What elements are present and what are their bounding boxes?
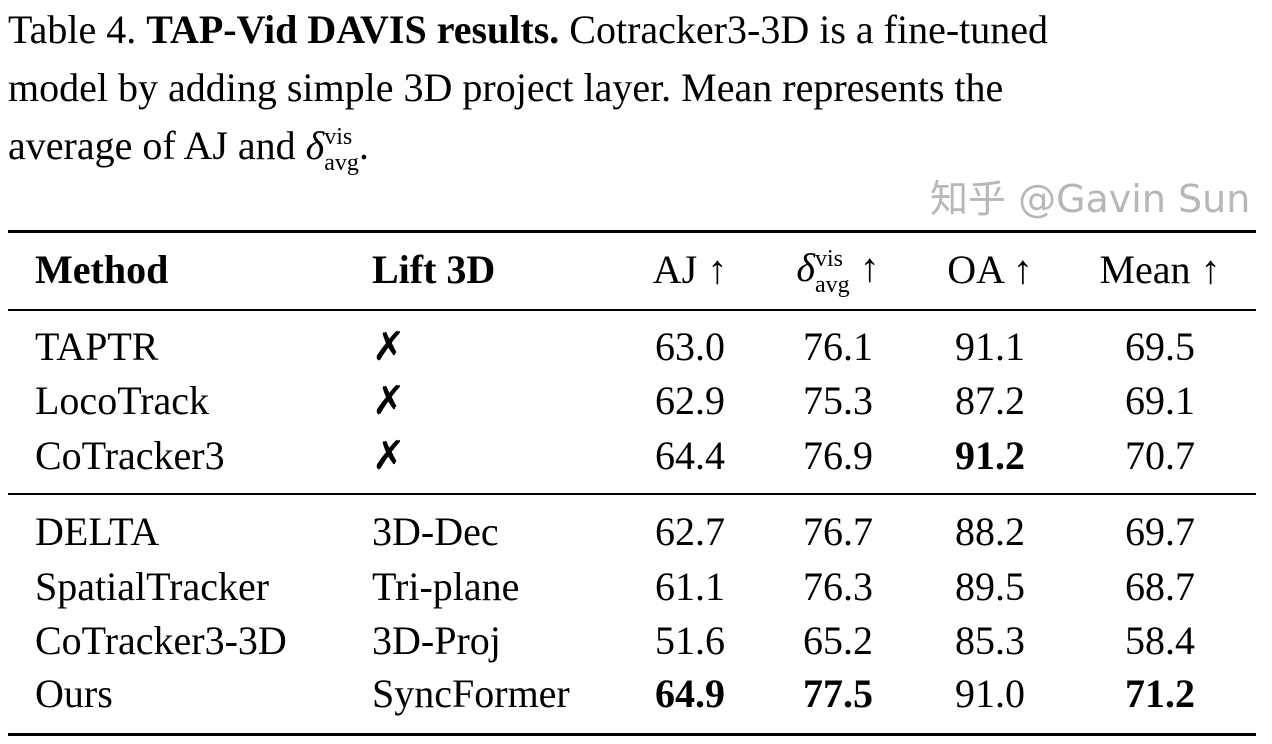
caption-line-3: average of AJ and δ vis avg. bbox=[8, 117, 369, 176]
cell-lift: Tri-plane bbox=[372, 564, 520, 609]
delta-symbol: δ bbox=[796, 245, 815, 290]
cell-delta: 77.5 bbox=[803, 671, 873, 716]
cell-lift: ✗ bbox=[372, 324, 406, 370]
delta-scripts: vis avg bbox=[815, 246, 850, 298]
header-delta: δ vis avg ↑ bbox=[796, 243, 879, 298]
cell-method: SpatialTracker bbox=[35, 564, 270, 609]
group-rule bbox=[8, 493, 1256, 495]
watermark: 知乎 @Gavin Sun bbox=[930, 177, 1251, 221]
caption-text: Cotracker3-3D is a fine-tuned bbox=[569, 7, 1049, 52]
cell-method: DELTA bbox=[35, 509, 160, 554]
cell-method: LocoTrack bbox=[35, 378, 210, 423]
caption-label: Table 4. bbox=[8, 7, 137, 52]
bottom-rule bbox=[8, 733, 1256, 736]
cell-aj: 51.6 bbox=[655, 618, 725, 663]
cell-method: CoTracker3-3D bbox=[35, 618, 287, 663]
caption-line-2: model by adding simple 3D project layer.… bbox=[8, 65, 1004, 110]
cell-aj: 62.9 bbox=[655, 378, 725, 423]
cell-delta: 65.2 bbox=[803, 618, 873, 663]
delta-sup: vis bbox=[814, 245, 843, 272]
caption-text: average of AJ and bbox=[8, 123, 306, 168]
delta-scripts: vis avg bbox=[324, 124, 359, 176]
cell-method: TAPTR bbox=[35, 324, 159, 369]
cell-method: Ours bbox=[35, 671, 113, 716]
cell-aj: 61.1 bbox=[655, 564, 725, 609]
cell-oa: 91.1 bbox=[955, 324, 1025, 369]
cell-method: CoTracker3 bbox=[35, 433, 225, 478]
caption-line-1: Table 4. TAP-Vid DAVIS results. Cotracke… bbox=[8, 1, 1048, 59]
cell-delta: 76.9 bbox=[803, 433, 873, 478]
cell-lift: SyncFormer bbox=[372, 671, 570, 716]
delta-sub: avg bbox=[814, 271, 850, 298]
cell-mean: 68.7 bbox=[1125, 564, 1195, 609]
cell-oa: 85.3 bbox=[955, 618, 1025, 663]
cell-lift: ✗ bbox=[372, 433, 406, 479]
cell-oa: 91.0 bbox=[955, 671, 1025, 716]
cell-mean: 70.7 bbox=[1125, 433, 1195, 478]
cell-lift: 3D-Dec bbox=[372, 509, 499, 554]
cell-oa: 91.2 bbox=[955, 433, 1025, 478]
cell-mean: 71.2 bbox=[1125, 671, 1195, 716]
cell-aj: 64.4 bbox=[655, 433, 725, 478]
cell-oa: 87.2 bbox=[955, 378, 1025, 423]
caption-text: . bbox=[358, 123, 369, 168]
header-method: Method bbox=[35, 247, 169, 292]
cell-mean: 69.7 bbox=[1125, 509, 1195, 554]
cell-aj: 63.0 bbox=[655, 324, 725, 369]
cell-aj: 62.7 bbox=[655, 509, 725, 554]
cell-oa: 88.2 bbox=[955, 509, 1025, 554]
header-mean: Mean ↑ bbox=[1099, 247, 1221, 292]
cell-lift: 3D-Proj bbox=[372, 618, 501, 663]
header-rule bbox=[8, 309, 1256, 311]
delta-sup: vis bbox=[324, 123, 353, 150]
cell-mean: 58.4 bbox=[1125, 618, 1195, 663]
caption-title: TAP-Vid DAVIS results. bbox=[146, 7, 560, 52]
cell-oa: 89.5 bbox=[955, 564, 1025, 609]
cell-delta: 76.1 bbox=[803, 324, 873, 369]
cell-mean: 69.5 bbox=[1125, 324, 1195, 369]
delta-symbol: δ bbox=[305, 123, 325, 168]
delta-sub: avg bbox=[324, 149, 359, 176]
header-lift: Lift 3D bbox=[372, 247, 496, 292]
top-rule bbox=[8, 230, 1256, 233]
cell-mean: 69.1 bbox=[1125, 378, 1195, 423]
cell-delta: 76.3 bbox=[803, 564, 873, 609]
cell-lift: ✗ bbox=[372, 378, 406, 424]
header-oa: OA ↑ bbox=[947, 247, 1033, 292]
cell-delta: 76.7 bbox=[803, 509, 873, 554]
cell-delta: 75.3 bbox=[803, 378, 873, 423]
header-aj: AJ ↑ bbox=[652, 247, 728, 292]
arrow: ↑ bbox=[849, 245, 880, 290]
cell-aj: 64.9 bbox=[655, 671, 725, 716]
